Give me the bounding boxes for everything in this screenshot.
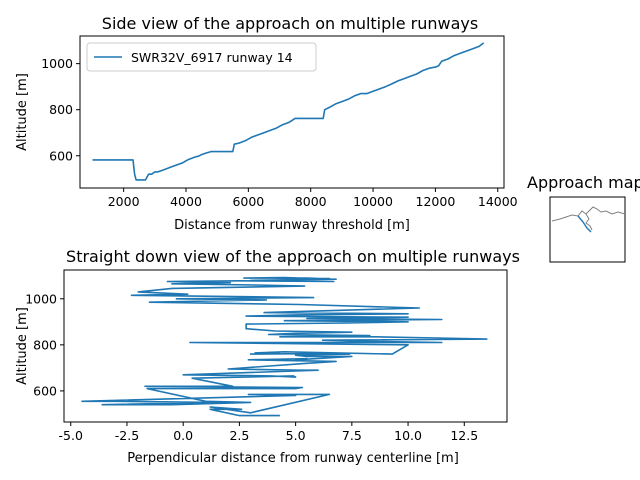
x-tick-label: 4000 (170, 194, 202, 209)
x-tick-label: 2000 (108, 194, 140, 209)
x-tick-label: 0.0 (173, 428, 193, 443)
straight-down-chart: Straight down view of the approach on mu… (15, 247, 520, 466)
coastline-inlet (585, 213, 593, 231)
x-tick-label: 14000 (478, 194, 518, 209)
legend-entry: SWR32V_6917 runway 14 (131, 50, 293, 65)
inset-title: Approach map (527, 173, 640, 192)
x-tick-label: -2.5 (115, 428, 139, 443)
x-tick-label: 8000 (295, 194, 327, 209)
x-axis-label: Perpendicular distance from runway cente… (127, 451, 459, 466)
x-tick-label: 10000 (353, 194, 393, 209)
y-tick-label: 1000 (41, 56, 73, 71)
approach-track (577, 215, 592, 233)
legend-box (86, 42, 317, 72)
x-tick-label: 12.5 (450, 428, 478, 443)
y-axis-label: Altitude [m] (15, 73, 30, 151)
x-axis-label: Distance from runway threshold [m] (174, 218, 410, 233)
x-tick-label: 2.5 (229, 428, 249, 443)
approach-map-inset: Approach map (527, 173, 640, 263)
legend: SWR32V_6917 runway 14 (86, 42, 317, 72)
y-tick-label: 800 (33, 337, 57, 352)
x-tick-label: 12000 (416, 194, 456, 209)
series-line (81, 276, 488, 417)
x-tick-label: 7.5 (342, 428, 362, 443)
y-tick-label: 1000 (25, 291, 57, 306)
y-tick-label: 600 (49, 148, 73, 163)
chart-title: Straight down view of the approach on mu… (66, 247, 520, 266)
y-axis-label: Altitude [m] (15, 307, 30, 385)
x-tick-label: 6000 (232, 194, 264, 209)
side-view-chart: Side view of the approach on multiple ru… (15, 14, 518, 233)
chart-title: Side view of the approach on multiple ru… (102, 14, 478, 33)
x-tick-label: -5.0 (59, 428, 83, 443)
x-tick-label: 10.0 (394, 428, 422, 443)
series-line (92, 42, 485, 181)
x-tick-label: 5.0 (286, 428, 306, 443)
inset-frame (549, 196, 626, 263)
y-tick-label: 800 (49, 102, 73, 117)
coastline (551, 206, 626, 222)
y-tick-label: 600 (33, 383, 57, 398)
